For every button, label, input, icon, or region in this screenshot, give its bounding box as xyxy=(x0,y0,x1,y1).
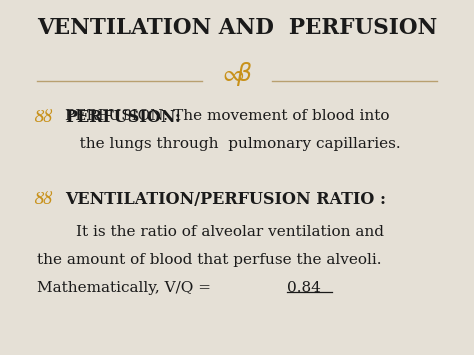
Text: Ȣȣ: Ȣȣ xyxy=(35,191,53,208)
Text: VENTILATION AND  PERFUSION: VENTILATION AND PERFUSION xyxy=(37,17,437,39)
Text: the lungs through  pulmonary capillaries.: the lungs through pulmonary capillaries. xyxy=(65,137,401,151)
Text: $\mathcal{\infty}\!\!\beta$: $\mathcal{\infty}\!\!\beta$ xyxy=(222,60,252,88)
Text: PERFUSION: The movement of blood into: PERFUSION: The movement of blood into xyxy=(65,109,390,123)
Text: the amount of blood that perfuse the alveoli.: the amount of blood that perfuse the alv… xyxy=(36,253,381,267)
Text: Mathematically, V/Q =: Mathematically, V/Q = xyxy=(36,280,216,295)
Text: PERFUSION:: PERFUSION: xyxy=(65,109,181,126)
Text: Ȣȣ: Ȣȣ xyxy=(35,109,53,126)
Text: It is the ratio of alveolar ventilation and: It is the ratio of alveolar ventilation … xyxy=(36,225,383,239)
Text: VENTILATION/PERFUSION RATIO :: VENTILATION/PERFUSION RATIO : xyxy=(65,191,386,208)
Text: 0.84: 0.84 xyxy=(287,280,321,295)
